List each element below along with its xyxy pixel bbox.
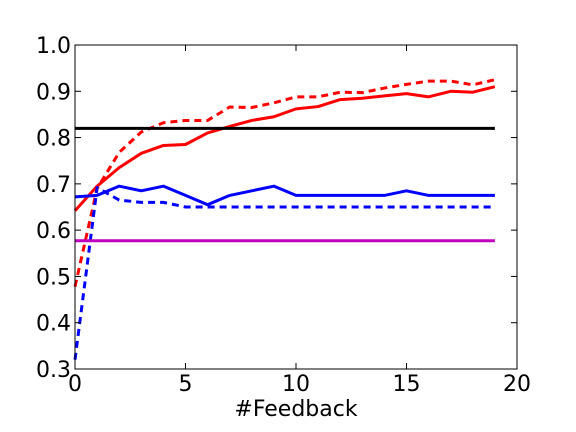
series-line-4	[73, 186, 495, 360]
x-axis-label: #Feedback	[234, 397, 357, 422]
y-tick-label: 0.8	[36, 127, 71, 152]
x-tick-label: 0	[68, 372, 82, 397]
y-tick-label: 0.4	[36, 312, 71, 337]
tick-label-layer: 0 5 10 15 20 0.3 0.4 0.5 0.6 0.7 0.8 0.9 1.0	[36, 34, 531, 397]
series-line-2	[73, 78, 496, 287]
plot-area-frame	[74, 44, 518, 370]
series-line-3	[74, 184, 495, 207]
x-tick-label: 15	[393, 372, 421, 397]
x-tick-label: 5	[179, 372, 193, 397]
y-tick-label: 0.9	[36, 80, 71, 105]
y-tick-label: 0.7	[36, 173, 71, 198]
series-layer	[73, 78, 496, 360]
y-tick-label: 0.5	[36, 265, 71, 290]
y-tick-label: 1.0	[36, 34, 71, 59]
series-line-1	[73, 85, 496, 212]
x-tick-label: 10	[282, 372, 310, 397]
y-tick-label: 0.6	[36, 219, 71, 244]
y-tick-label: 0.3	[36, 358, 71, 383]
x-tick-label: 20	[503, 372, 531, 397]
